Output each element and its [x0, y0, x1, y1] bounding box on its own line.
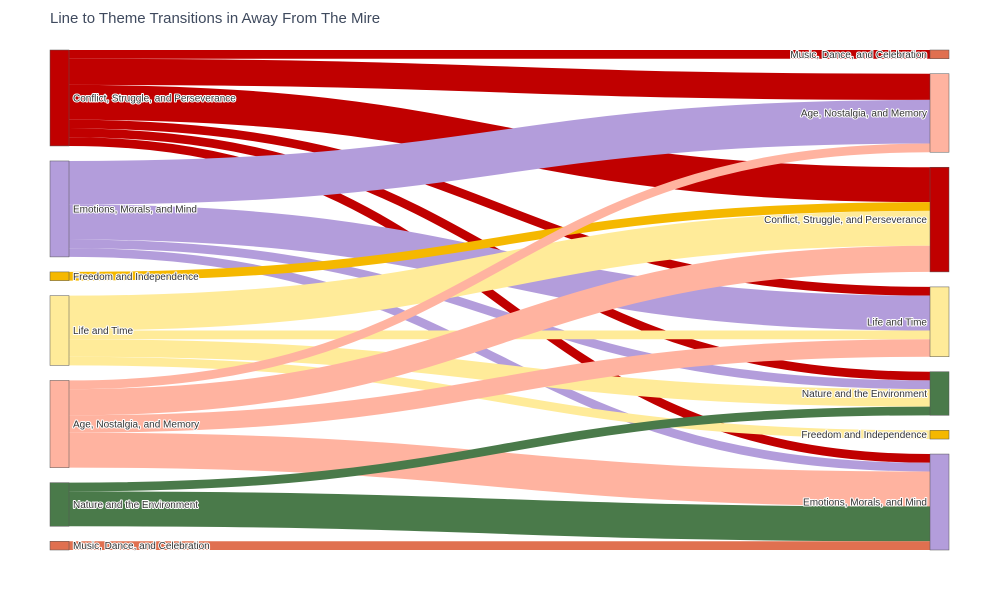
sankey-node	[929, 49, 950, 59]
sankey-node-label: Freedom and Independence	[801, 430, 927, 441]
sankey-link	[68, 119, 931, 296]
sankey-node	[929, 73, 950, 153]
sankey-link	[68, 339, 931, 407]
sankey-node	[929, 166, 950, 273]
sankey-link	[68, 339, 931, 433]
sankey-node	[49, 49, 70, 147]
sankey-node	[49, 482, 70, 527]
sankey-node-label: Emotions, Morals, and Mind	[73, 204, 197, 215]
sankey-node	[49, 380, 70, 468]
sankey-link	[68, 491, 931, 542]
sankey-node-label: Conflict, Struggle, and Perseverance	[764, 215, 927, 226]
sankey-node	[929, 371, 950, 416]
sankey-node	[49, 160, 70, 258]
sankey-node	[929, 453, 950, 551]
sankey-node-label: Emotions, Morals, and Mind	[803, 498, 927, 509]
sankey-node	[929, 286, 950, 357]
chart-title: Line to Theme Transitions in Away From T…	[50, 10, 381, 27]
sankey-node	[49, 271, 70, 281]
sankey-node	[929, 430, 950, 440]
sankey-link	[68, 239, 931, 390]
sankey-node-label: Life and Time	[867, 317, 927, 328]
sankey-link	[68, 406, 931, 492]
sankey-link	[68, 99, 931, 205]
sankey-link	[68, 356, 931, 440]
sankey-node	[49, 541, 70, 551]
sankey-node-label: Music, Dance, and Celebration	[790, 50, 927, 61]
sankey-link	[68, 248, 931, 472]
sankey-link	[68, 143, 931, 390]
sankey-node-label: Age, Nostalgia, and Memory	[73, 420, 199, 431]
sankey-link	[68, 245, 931, 416]
sankey-node-label: Nature and the Environment	[802, 389, 927, 400]
sankey-node-label: Conflict, Struggle, and Perseverance	[73, 93, 236, 104]
sankey-node	[49, 295, 70, 366]
sankey-node-label: Music, Dance, and Celebration	[73, 541, 210, 552]
sankey-node-label: Life and Time	[73, 326, 133, 337]
sankey-link	[68, 58, 931, 100]
sankey-link	[68, 432, 931, 507]
sankey-node-label: Nature and the Environment	[73, 500, 198, 511]
sankey-link	[68, 202, 931, 281]
sankey-node-label: Freedom and Independence	[73, 272, 199, 283]
sankey-node-label: Age, Nostalgia, and Memory	[801, 108, 927, 119]
